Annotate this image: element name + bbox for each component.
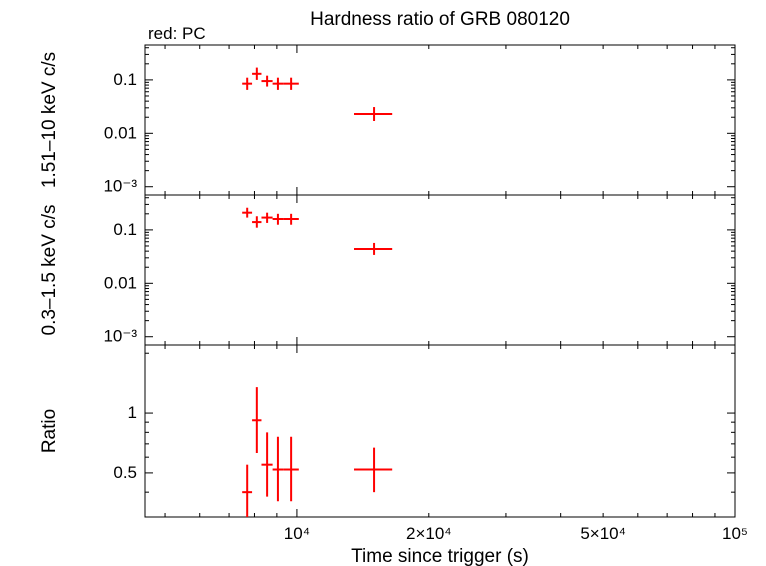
y-axis-label: 0.3–1.5 keV c/s	[39, 205, 60, 336]
x-axis-label: Time since trigger (s)	[351, 546, 529, 566]
panel-frame	[145, 345, 735, 517]
y-axis-label: Ratio	[39, 409, 60, 453]
chart-title: Hardness ratio of GRB 080120	[310, 9, 570, 30]
ytick-label: 0.1	[113, 70, 137, 89]
ytick-label: 0.1	[113, 220, 137, 239]
ytick-label: 0.01	[104, 273, 137, 292]
ytick-label: 1	[128, 403, 137, 422]
legend-label: red: PC	[148, 24, 206, 43]
ytick-label: 0.5	[113, 463, 137, 482]
xtick-label: 10⁵	[722, 524, 748, 543]
xtick-label: 10⁴	[284, 524, 310, 543]
y-axis-label: 1.51–10 keV c/s	[39, 52, 60, 188]
xtick-label: 2×10⁴	[406, 524, 452, 543]
panel-frame	[145, 195, 735, 345]
xtick-label: 5×10⁴	[580, 524, 626, 543]
ytick-label: 10⁻³	[103, 327, 137, 346]
ytick-label: 0.01	[104, 123, 137, 142]
hardness-ratio-plot: Hardness ratio of GRB 080120 red: PC 10⁻³ 0…	[0, 0, 766, 566]
panel-frame	[145, 45, 735, 195]
ytick-label: 10⁻³	[103, 177, 137, 196]
